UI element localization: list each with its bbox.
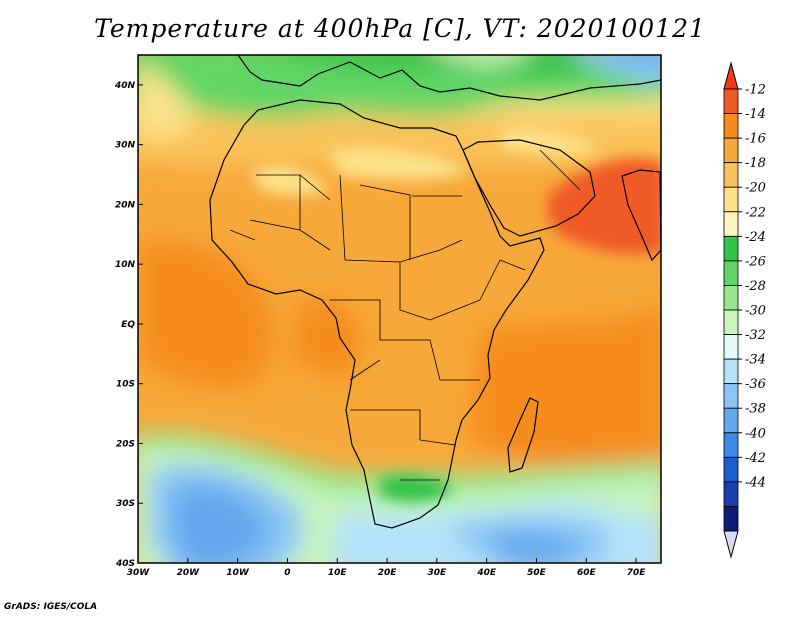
map-axes: 30W 20W 10W 0 10E 20E 30E 40E 50E 60E 70E 40N 30N 20N… xyxy=(114,81,646,578)
lon-tick-label: 10W xyxy=(226,568,250,578)
colorbar-label: -34 xyxy=(745,353,766,368)
colorbar-label: -36 xyxy=(745,377,766,392)
colorbar-label: -12 xyxy=(745,83,766,98)
grads-credit: GrADS: IGES/COLA xyxy=(4,602,98,612)
lon-tick-label: 20E xyxy=(378,568,398,578)
map-title: Temperature at 400hPa [C], VT: 202010012… xyxy=(94,14,706,43)
lon-tick-label: 20W xyxy=(177,568,201,578)
colorbar-swatch xyxy=(723,235,739,262)
lat-tick-label: 30N xyxy=(115,141,136,151)
colorbar-swatch xyxy=(723,358,739,385)
colorbar-label: -32 xyxy=(745,328,766,343)
colorbar-label: -30 xyxy=(745,304,766,319)
lat-tick-label: 20S xyxy=(116,439,135,449)
colorbar-swatch xyxy=(723,162,739,188)
lat-tick-label: 30S xyxy=(116,499,135,509)
lon-tick-label: 0 xyxy=(284,568,290,578)
colorbar-swatch xyxy=(723,186,739,213)
lon-tick-label: 30E xyxy=(428,568,448,578)
india-coastline xyxy=(621,169,661,262)
lon-tick-label: 60E xyxy=(577,568,597,578)
madagascar-coastline xyxy=(507,397,539,473)
colorbar-label: -44 xyxy=(745,475,766,490)
colorbar-over-triangle xyxy=(723,61,739,90)
colorbar-swatch xyxy=(723,506,739,532)
colorbar-swatch xyxy=(723,407,739,434)
colorbar-label: -40 xyxy=(745,426,766,441)
lon-tick-label: 70E xyxy=(627,568,647,578)
colorbar-swatch xyxy=(723,137,739,164)
lon-tick-label: 30W xyxy=(127,568,151,578)
lon-tick-label: 10E xyxy=(328,568,348,578)
lat-tick-label: 40N xyxy=(114,81,136,91)
colorbar-swatch xyxy=(723,88,739,114)
colorbar-label: -26 xyxy=(745,254,766,269)
temperature-field xyxy=(138,55,661,563)
lon-tick-label: 50E xyxy=(527,568,547,578)
lat-tick-label: EQ xyxy=(121,320,135,330)
europe-coastline xyxy=(237,55,661,101)
colorbar-swatch xyxy=(723,432,739,458)
colorbar-swatch xyxy=(723,211,739,237)
colorbar-label: -28 xyxy=(745,279,766,294)
lon-tick-label: 40E xyxy=(476,568,497,578)
colorbar-label: -38 xyxy=(745,402,766,417)
colorbar-swatch xyxy=(723,285,739,311)
lat-tick-label: 20N xyxy=(115,200,136,210)
colorbar-label: -18 xyxy=(745,156,766,171)
coastline-overlay xyxy=(209,55,661,529)
colorbar-swatch xyxy=(723,481,739,507)
lat-tick-label: 40S xyxy=(115,559,135,569)
arabia-coastline xyxy=(462,139,596,237)
colorbar-label: -20 xyxy=(745,181,766,196)
colorbar-label: -14 xyxy=(745,107,766,122)
colorbar-swatch xyxy=(723,113,739,139)
colorbar-swatch xyxy=(723,260,739,286)
colorbar-label: -22 xyxy=(745,205,766,220)
colorbar-under-triangle xyxy=(723,530,739,559)
colorbar-label: -42 xyxy=(745,451,766,466)
map-frame xyxy=(137,54,662,564)
colorbar: -12 -14 -16 -18 -20 -22 -24 -26 -28 -30 -32 -34 -36 -… xyxy=(723,61,766,559)
colorbar-swatch xyxy=(723,309,739,335)
colorbar-label: -16 xyxy=(745,132,766,147)
lat-tick-label: 10S xyxy=(116,380,135,390)
lat-tick-label: 10N xyxy=(115,260,136,270)
colorbar-swatch xyxy=(723,383,739,409)
africa-coastline xyxy=(209,99,545,529)
colorbar-swatch xyxy=(723,334,739,360)
colorbar-swatch xyxy=(723,456,739,483)
colorbar-label: -24 xyxy=(745,230,766,245)
country-borders xyxy=(229,149,581,481)
